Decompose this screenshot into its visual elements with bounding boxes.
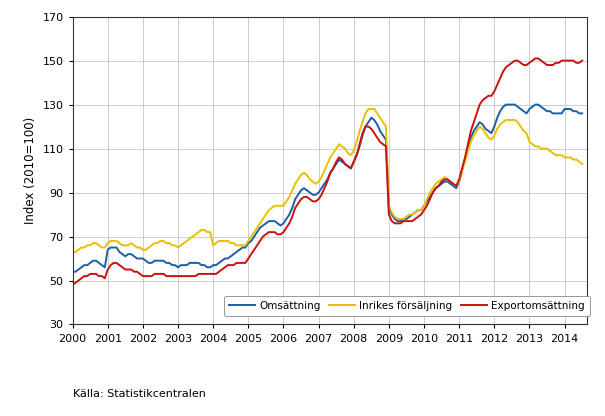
Omsättning (403, 216, 410, 221)
Legend: Omsättning, Inrikes försäljning, Exportomsättning: Omsättning, Inrikes försäljning, Exporto… (224, 296, 590, 316)
Line: Inrikes försäljning: Inrikes försäljning (73, 109, 582, 252)
Inrikes försäljning (450, 181, 457, 186)
Inrikes försäljning (406, 212, 413, 217)
Line: Exportomsättning: Exportomsättning (73, 58, 582, 285)
Omsättning (446, 181, 454, 186)
Omsättning (215, 260, 223, 265)
Text: Källa: Statistikcentralen: Källa: Statistikcentralen (73, 389, 206, 399)
Omsättning (69, 269, 76, 274)
Y-axis label: Index (2010=100): Index (2010=100) (24, 117, 37, 224)
Exportomsättning (403, 219, 410, 224)
Line: Omsättning: Omsättning (73, 104, 582, 272)
Omsättning (110, 245, 117, 250)
Inrikes försäljning (110, 238, 117, 243)
Exportomsättning (532, 56, 539, 61)
Exportomsättning (500, 69, 507, 74)
Exportomsättning (215, 269, 223, 274)
Inrikes försäljning (247, 234, 255, 239)
Exportomsättning (247, 252, 255, 257)
Inrikes försäljning (215, 238, 223, 243)
Exportomsättning (69, 282, 76, 287)
Omsättning (578, 111, 586, 116)
Inrikes försäljning (69, 250, 76, 255)
Exportomsättning (110, 260, 117, 265)
Omsättning (247, 238, 255, 243)
Omsättning (500, 104, 507, 109)
Inrikes försäljning (365, 106, 372, 111)
Inrikes försäljning (502, 117, 509, 122)
Inrikes försäljning (578, 161, 586, 166)
Omsättning (502, 102, 509, 107)
Exportomsättning (578, 58, 586, 63)
Exportomsättning (446, 179, 454, 184)
